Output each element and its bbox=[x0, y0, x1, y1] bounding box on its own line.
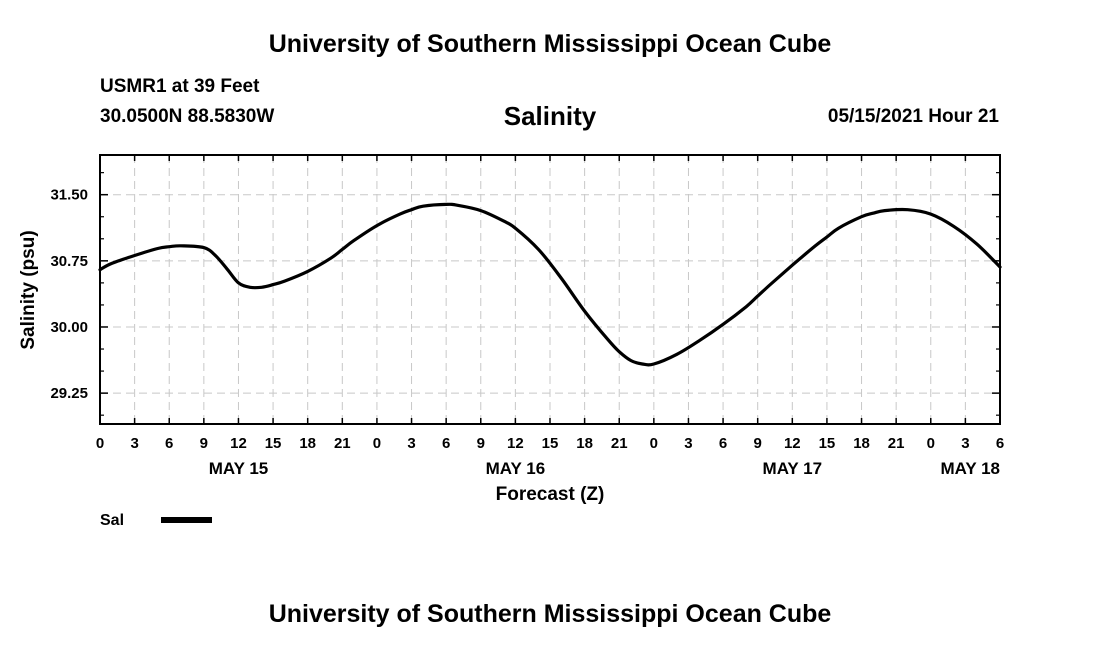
page-title: University of Southern Mississippi Ocean… bbox=[268, 30, 832, 58]
x-tick-label: 15 bbox=[265, 435, 282, 452]
x-tick-label: 3 bbox=[684, 435, 692, 452]
x-tick-label: 0 bbox=[650, 435, 658, 452]
x-tick-label: 21 bbox=[611, 435, 628, 452]
legend-label-sal: Sal bbox=[100, 512, 124, 529]
x-tick-label: 12 bbox=[784, 435, 801, 452]
x-tick-label: 15 bbox=[542, 435, 559, 452]
grid-lines bbox=[100, 155, 1000, 424]
date-labels: MAY 15 MAY 16 MAY 17 MAY 18 bbox=[209, 459, 1000, 478]
x-tick-label: 0 bbox=[927, 435, 935, 452]
x-tick-label: 9 bbox=[200, 435, 208, 452]
x-tick-label: 18 bbox=[576, 435, 593, 452]
x-tick-label: 0 bbox=[96, 435, 104, 452]
y-tick-label: 30.75 bbox=[50, 253, 88, 270]
y-tick-label: 29.25 bbox=[50, 385, 88, 402]
x-tick-label: 18 bbox=[299, 435, 316, 452]
legend: Sal bbox=[100, 512, 212, 529]
chart-title: Salinity bbox=[503, 101, 597, 131]
footer-title: University of Southern Mississippi Ocean… bbox=[268, 600, 832, 628]
x-tick-label: 3 bbox=[961, 435, 969, 452]
x-tick-label: 6 bbox=[442, 435, 450, 452]
x-tick-label: 6 bbox=[719, 435, 727, 452]
series-line-sal bbox=[98, 202, 1002, 367]
forecast-datetime: 05/15/2021 Hour 21 bbox=[827, 106, 999, 127]
date-label: MAY 17 bbox=[763, 459, 823, 478]
x-tick-label: 3 bbox=[130, 435, 138, 452]
x-tick-label: 9 bbox=[477, 435, 485, 452]
y-tick-label: 31.50 bbox=[50, 187, 88, 204]
y-tick-label: 30.00 bbox=[50, 319, 88, 336]
x-tick-label: 3 bbox=[407, 435, 415, 452]
x-tick-label: 21 bbox=[888, 435, 905, 452]
y-axis-label: Salinity (psu) bbox=[18, 230, 39, 349]
date-label: MAY 16 bbox=[486, 459, 546, 478]
x-tick-label: 15 bbox=[819, 435, 836, 452]
x-tick-label: 21 bbox=[334, 435, 351, 452]
x-tick-label: 6 bbox=[165, 435, 173, 452]
series-layer bbox=[98, 202, 1002, 367]
station-label: USMR1 at 39 Feet bbox=[100, 76, 260, 97]
x-tick-label: 9 bbox=[754, 435, 762, 452]
x-tick-labels: 0 3 6 9 12 15 18 21 0 3 6 9 12 15 18 21 0 3 6 9 12 15 18 21 0 3 6 bbox=[96, 435, 1004, 452]
date-label: MAY 18 bbox=[940, 459, 1000, 478]
axis-ticks bbox=[99, 155, 1001, 424]
x-tick-label: 12 bbox=[230, 435, 247, 452]
x-tick-label: 6 bbox=[996, 435, 1004, 452]
y-tick-labels: 29.25 30.00 30.75 31.50 bbox=[50, 187, 88, 402]
date-label: MAY 15 bbox=[209, 459, 269, 478]
x-tick-label: 0 bbox=[373, 435, 381, 452]
x-axis-label: Forecast (Z) bbox=[496, 484, 605, 505]
station-coordinates: 30.0500N 88.5830W bbox=[100, 106, 275, 127]
x-tick-label: 12 bbox=[507, 435, 524, 452]
x-tick-label: 18 bbox=[853, 435, 870, 452]
